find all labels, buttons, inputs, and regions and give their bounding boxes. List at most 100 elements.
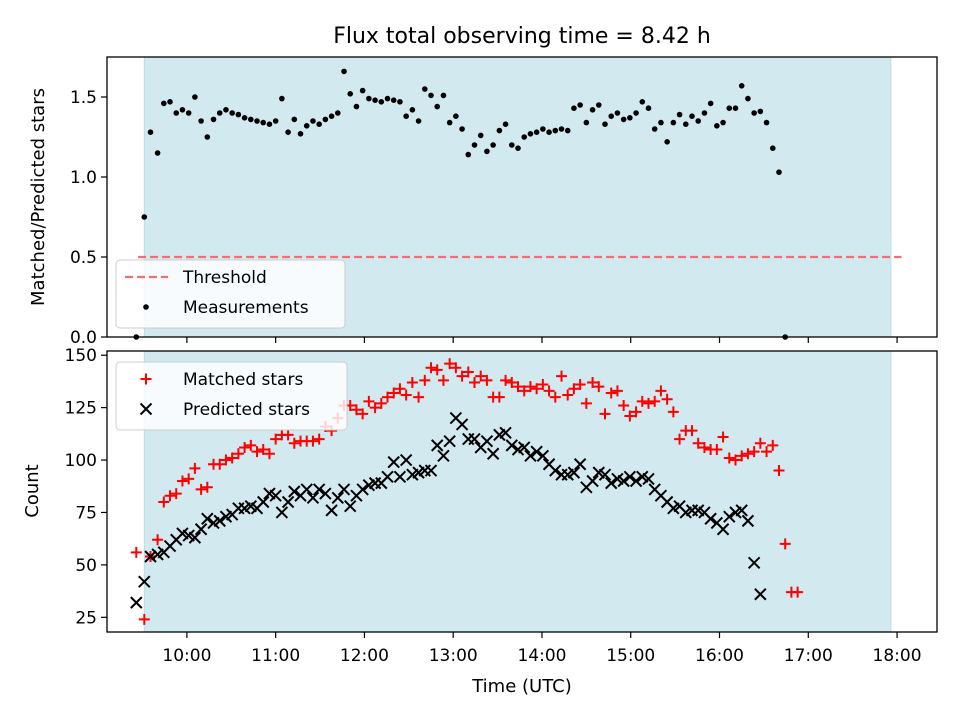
matched-stars-point — [394, 383, 406, 395]
matched-stars-point — [543, 385, 555, 397]
measurements-point — [279, 95, 285, 102]
axes-frame — [106, 350, 938, 633]
matched-stars-point — [723, 452, 735, 464]
predicted-stars-point — [431, 439, 444, 452]
matched-stars-point — [382, 391, 394, 403]
matched-stars-point — [462, 366, 474, 378]
legend-matched-stars-handle — [140, 373, 152, 385]
matched-stars-point — [313, 433, 325, 445]
measurements-point — [465, 151, 472, 158]
measurements-point — [496, 127, 503, 134]
measurements-point — [266, 121, 273, 127]
matched-stars-point — [574, 379, 586, 391]
measurements-point — [583, 119, 590, 126]
axes-frame — [106, 56, 938, 338]
matched-stars-point — [568, 383, 580, 395]
predicted-stars-point — [337, 483, 351, 496]
matched-stars-point — [195, 483, 207, 495]
measurements-point — [434, 103, 441, 110]
measurements-point — [310, 118, 316, 124]
matched-stars-point — [742, 448, 754, 460]
predicted-stars-point — [642, 472, 655, 486]
matched-stars-point — [419, 374, 431, 386]
matched-stars-point — [226, 452, 238, 464]
legend-label: Threshold — [182, 268, 267, 288]
measurements-point — [508, 142, 515, 148]
measurements-point — [776, 169, 782, 175]
measurements-point — [651, 126, 658, 132]
measurements-point — [676, 111, 683, 118]
matched-stars-point — [176, 475, 188, 487]
predicted-stars-point — [530, 445, 543, 458]
matched-stars-point — [655, 385, 667, 397]
predicted-stars-point — [598, 468, 612, 481]
measurements-point — [701, 110, 708, 116]
measurements-point — [223, 107, 229, 113]
predicted-stars-point — [524, 449, 537, 463]
matched-stars-point — [152, 534, 164, 546]
measurements-point — [254, 118, 260, 124]
measurements-point — [857, 0, 863, 3]
matched-stars-point — [599, 408, 611, 420]
measurements-point — [845, 0, 851, 3]
matched-stars-point — [761, 446, 773, 458]
measurements-point — [477, 132, 484, 139]
measurements-point — [459, 126, 465, 132]
measurements-point — [446, 119, 453, 126]
matched-stars-point — [469, 376, 481, 388]
matched-stars-point — [406, 376, 418, 388]
predicted-stars-point — [188, 531, 202, 544]
measurements-point — [260, 119, 267, 126]
matched-stars-point — [475, 370, 487, 382]
measurements-point — [682, 121, 689, 127]
measurements-point — [185, 110, 192, 116]
matched-stars-point — [767, 439, 779, 451]
measurements-point — [235, 111, 242, 118]
measurements-point — [658, 119, 664, 126]
matched-stars-point — [605, 387, 617, 399]
matched-stars-point — [773, 465, 785, 477]
measurements-point — [248, 116, 254, 123]
measurements-point — [515, 145, 521, 151]
matched-stars-point — [562, 389, 574, 401]
measurements-point — [440, 92, 447, 99]
matched-stars-point — [350, 404, 362, 416]
matched-stars-point — [667, 406, 679, 418]
measurements-point — [714, 123, 720, 129]
measurements-point — [421, 86, 428, 92]
legend-label: Matched stars — [183, 370, 303, 390]
measurements-point — [198, 118, 204, 124]
predicted-stars-point — [319, 487, 332, 500]
matched-stars-point — [220, 454, 232, 466]
predicted-stars-point — [747, 556, 761, 570]
measurements-point — [210, 116, 217, 123]
matched-stars-point — [506, 376, 518, 388]
measurements-point — [428, 92, 434, 99]
measurements-point — [627, 115, 633, 121]
matched-stars-point — [630, 406, 642, 418]
predicted-stars-point — [325, 504, 338, 517]
measurements-point — [347, 91, 354, 97]
matched-stars-point — [698, 441, 710, 453]
measurements-point — [372, 97, 378, 103]
measurements-point — [291, 116, 298, 123]
predicted-stars-point — [754, 588, 767, 601]
matched-stars-point — [232, 448, 244, 460]
x-tick-label: 14:00 — [517, 646, 566, 666]
x-axis-label: Time (UTC) — [471, 676, 572, 697]
measurements-point — [241, 115, 248, 121]
matched-stars-point — [792, 586, 804, 598]
measurements-point — [297, 131, 304, 137]
measurements-point — [807, 0, 813, 3]
measurements-point — [633, 110, 639, 116]
matched-stars-point — [425, 362, 437, 374]
matched-stars-point — [736, 450, 748, 462]
predicted-stars-point — [288, 485, 301, 498]
matched-stars-point — [636, 395, 648, 407]
measurements-point — [359, 87, 366, 94]
measurements-point — [789, 0, 795, 3]
measurements-point — [726, 105, 733, 111]
x-tick-label: 12:00 — [340, 646, 389, 666]
measurements-point — [322, 116, 329, 123]
x-tick-label: 13:00 — [429, 646, 478, 666]
